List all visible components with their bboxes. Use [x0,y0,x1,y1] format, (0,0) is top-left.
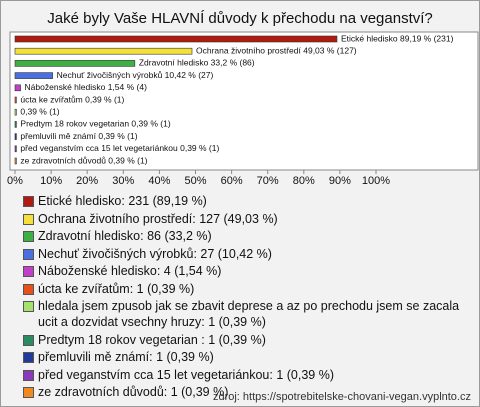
x-tick-label: 50% [184,175,206,187]
bar-label: ze zdravotních důvodů 0,39 % (1) [20,155,147,165]
legend-item: před veganstvím cca 15 let vegetariánkou… [21,367,471,383]
bar [14,96,17,104]
bar [14,157,17,165]
legend-swatch [23,387,34,398]
legend-item: Zdravotní hledisko: 86 (33,2 %) [21,228,471,244]
legend: Etické hledisko: 231 (89,19 %) Ochrana ži… [21,193,471,402]
bar [14,72,53,79]
legend-item: Náboženské hledisko: 4 (1,54 %) [21,263,471,279]
bar-label: přemluvili mě známí 0,39 % (1) [20,131,137,141]
legend-item: Etické hledisko: 231 (89,19 %) [21,193,471,209]
x-tick-label: 20% [76,175,98,187]
legend-label: Nechuť živočišných výrobků: 27 (10,42 %) [38,246,272,261]
bar [14,84,21,92]
legend-swatch [23,231,34,242]
legend-item: Nechuť živočišných výrobků: 27 (10,42 %) [21,246,471,262]
bar [14,108,17,116]
bar-label: 0,39 % (1) [20,106,59,116]
bar [14,35,338,43]
legend-swatch [23,248,34,260]
bar [14,121,17,128]
legend-swatch [23,334,34,346]
x-tick-label: 100% [362,175,390,187]
legend-swatch [23,369,34,381]
legend-label: Zdravotní hledisko: 86 (33,2 %) [38,229,212,243]
legend-label: úcta ke zvířatům: 1 (0,39 %) [38,281,195,296]
legend-swatch [23,266,34,277]
bar-label: Ochrana životního prostředí 49,03 % (127… [196,45,357,55]
source: zdroj: https://spotrebitelske-chovani-ve… [212,391,471,403]
bar [14,133,17,140]
x-tick-label: 80% [293,175,315,187]
chart-title: Jaké byly Vaše HLAVNÍ důvody k přechodu … [47,10,433,27]
x-tick-label: 30% [112,175,134,187]
legend-swatch [23,301,34,312]
legend-label: Predtym 18 rokov vegetarian : 1 (0,39 %) [38,332,266,347]
bar-label: Etické hledisko 89,19 % (231) [341,33,454,43]
plot: Jaké byly Vaše HLAVNÍ důvody k přechodu … [7,10,479,187]
legend-label: přemluvili mě známí: 1 (0,39 %) [38,350,214,364]
bar-label: Zdravotní hledisko 33,2 % (86) [139,58,255,68]
bar [14,47,193,55]
bar-label: před veganstvím cca 15 let vegetariánkou… [20,143,219,153]
legend-label: Ochrana životního prostředí: 127 (49,03 … [38,211,278,226]
x-tick-label: 10% [40,175,62,187]
bar [14,145,17,153]
bar-label: Predtym 18 rokov vegetarian 0,39 % (1) [20,119,170,129]
bar [14,60,136,67]
plot-frame [9,31,479,171]
legend-label: Náboženské hledisko: 4 (1,54 %) [38,264,222,278]
legend-swatch [23,196,34,207]
x-tick-label: 90% [329,175,351,187]
legend-item: Predtym 18 rokov vegetarian : 1 (0,39 %) [21,332,471,348]
legend-item: ze zdravotních důvodů: 1 (0,39 %) [21,384,471,400]
legend-label: před veganstvím cca 15 let vegetariánkou… [38,367,334,382]
x-tick-label: 60% [221,175,243,187]
legend-item: Ochrana životního prostředí: 127 (49,03 … [21,211,471,227]
legend-label: ze zdravotních důvodů: 1 (0,39 %) [38,385,229,399]
legend-swatch [23,352,34,363]
legend-item: úcta ke zvířatům: 1 (0,39 %) [21,281,471,297]
legend-label: hledala jsem zpusob jak se zbavit depres… [38,299,460,329]
legend-swatch [23,213,34,225]
legend-item: přemluvili mě známí: 1 (0,39 %) [21,349,471,365]
bar-label: úcta ke zvířatům 0,39 % (1) [20,94,124,104]
legend-item: hledala jsem zpusob jak se zbavit depres… [21,298,471,330]
x-tick-label: 40% [148,175,170,187]
bar-label: Náboženské hledisko 1,54 % (4) [25,82,148,92]
x-tick-label: 70% [257,175,279,187]
bar-label: Nechuť živočišných výrobků 10,42 % (27) [57,70,214,80]
x-tick-label: 0% [7,175,23,187]
legend-label: Etické hledisko: 231 (89,19 %) [38,194,207,208]
legend-swatch [23,283,34,295]
